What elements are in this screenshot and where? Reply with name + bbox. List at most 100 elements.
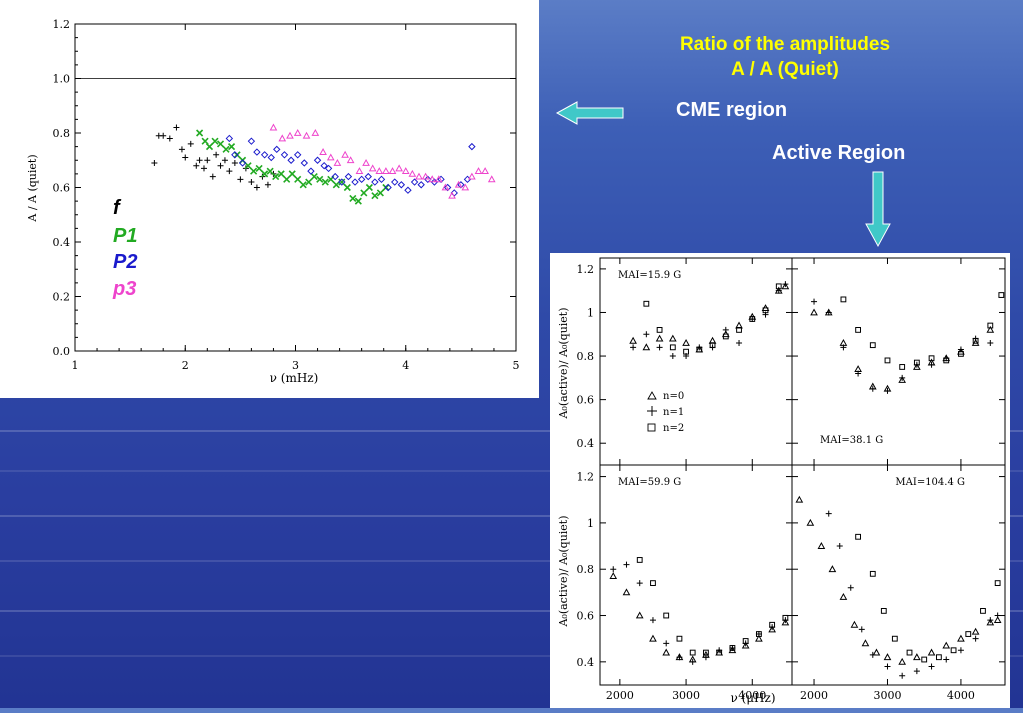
- legend-item-p2: P2: [113, 251, 137, 273]
- panel-top-left: 0.4 0.6 0.8 1 1.2 MAI=15.9 G: [577, 257, 793, 466]
- data-point: [928, 663, 935, 670]
- data-point: [341, 150, 349, 158]
- data-point: [360, 189, 368, 197]
- data-point: [884, 387, 891, 394]
- data-point: [913, 362, 921, 370]
- data-point: [321, 178, 329, 186]
- data-point: [662, 648, 671, 656]
- data-point: [428, 175, 437, 183]
- data-point: [286, 131, 294, 139]
- panel-bottom-left: 2000 3000 4000 0.4 0.6 0.8 1 1.2 MAI=59.9 G: [577, 464, 793, 702]
- legend-item-p3: p3: [112, 278, 136, 300]
- data-point: [344, 172, 353, 181]
- data-point: [338, 178, 346, 186]
- data-point: [741, 641, 750, 649]
- y-tick-label: 0.8: [577, 563, 595, 576]
- data-point: [272, 173, 280, 181]
- data-point: [382, 183, 390, 192]
- legend-n2-label: n=2: [663, 423, 684, 434]
- panel-label: MAI=59.9 G: [618, 477, 681, 488]
- y-tick-label: 1.0: [53, 73, 71, 86]
- data-point: [913, 359, 920, 366]
- data-point: [288, 170, 296, 178]
- data-point: [980, 607, 986, 614]
- data-point: [211, 137, 219, 145]
- data-point: [811, 298, 818, 305]
- data-point: [364, 172, 372, 181]
- data-point: [825, 510, 832, 517]
- data-point: [250, 167, 258, 175]
- data-point: [729, 645, 736, 651]
- data-point: [663, 612, 670, 619]
- panel-frame: [791, 257, 1006, 466]
- data-point: [253, 148, 261, 156]
- data-point: [972, 337, 979, 344]
- panel-label: MAI=38.1 G: [820, 435, 883, 446]
- data-point: [401, 167, 410, 175]
- data-point: [927, 648, 936, 656]
- data-point: [307, 167, 315, 175]
- data-point: [377, 175, 386, 184]
- data-point: [248, 179, 255, 186]
- data-point: [238, 159, 247, 167]
- data-point: [742, 638, 749, 644]
- y-tick-label: 0.6: [577, 610, 595, 623]
- data-point: [806, 518, 815, 526]
- active-quiet-ratio-plot: 0.4 0.6 0.8 1 1.2 MAI=15.9 G MAI=38.1 G 2000 300…: [557, 257, 1006, 705]
- data-point: [371, 178, 379, 186]
- data-point: [408, 169, 417, 177]
- data-point: [299, 181, 307, 189]
- data-point: [669, 344, 676, 351]
- y-axis-label: A / A (quiet): [26, 154, 39, 222]
- data-point: [942, 641, 951, 649]
- data-point: [320, 161, 328, 170]
- data-point: [943, 656, 950, 663]
- data-point: [457, 181, 465, 189]
- data-point: [921, 656, 928, 663]
- data-point: [642, 343, 651, 351]
- data-point: [305, 178, 313, 186]
- y-tick-label: 0.4: [577, 656, 595, 669]
- data-point: [703, 649, 709, 656]
- slide-title-line1: Ratio of the amplitudes: [679, 34, 891, 55]
- y-tick-label: 0.4: [577, 437, 595, 450]
- data-point: [193, 162, 200, 169]
- data-point: [622, 588, 631, 596]
- data-point: [319, 148, 327, 155]
- data-point: [629, 336, 637, 344]
- x-tick-label: 2000: [800, 689, 828, 702]
- data-point: [209, 173, 216, 180]
- data-point: [326, 153, 335, 161]
- data-point: [196, 129, 204, 137]
- x-tick-label: 3000: [873, 689, 901, 702]
- data-point: [847, 584, 854, 591]
- data-point: [371, 192, 379, 200]
- data-point: [696, 346, 703, 353]
- y-tick-label: 0.4: [53, 236, 71, 249]
- data-point: [636, 557, 643, 563]
- data-point: [331, 172, 339, 181]
- data-point: [204, 157, 211, 164]
- panel-label: MAI=104.4 G: [895, 477, 965, 488]
- data-point: [769, 621, 776, 628]
- data-point: [441, 183, 450, 191]
- data-point: [424, 175, 432, 184]
- x-tick-label: 4000: [947, 689, 975, 702]
- data-point: [293, 128, 302, 136]
- data-point: [415, 172, 423, 180]
- data-point: [898, 375, 907, 383]
- data-point: [343, 183, 351, 192]
- panel-label: MAI=15.9 G: [618, 270, 681, 281]
- y-tick-label: 0.6: [53, 182, 71, 195]
- y-tick-label: 0.6: [577, 394, 595, 407]
- data-point: [397, 181, 406, 189]
- data-point: [668, 334, 677, 342]
- data-point: [836, 543, 843, 550]
- data-point: [869, 342, 876, 349]
- data-point: [278, 134, 287, 142]
- x-tick-label: 4: [402, 359, 409, 372]
- data-point: [178, 146, 185, 153]
- data-point: [781, 618, 790, 626]
- slide-title-line2: A / A (Quiet): [731, 59, 839, 80]
- series-n1: [630, 281, 789, 360]
